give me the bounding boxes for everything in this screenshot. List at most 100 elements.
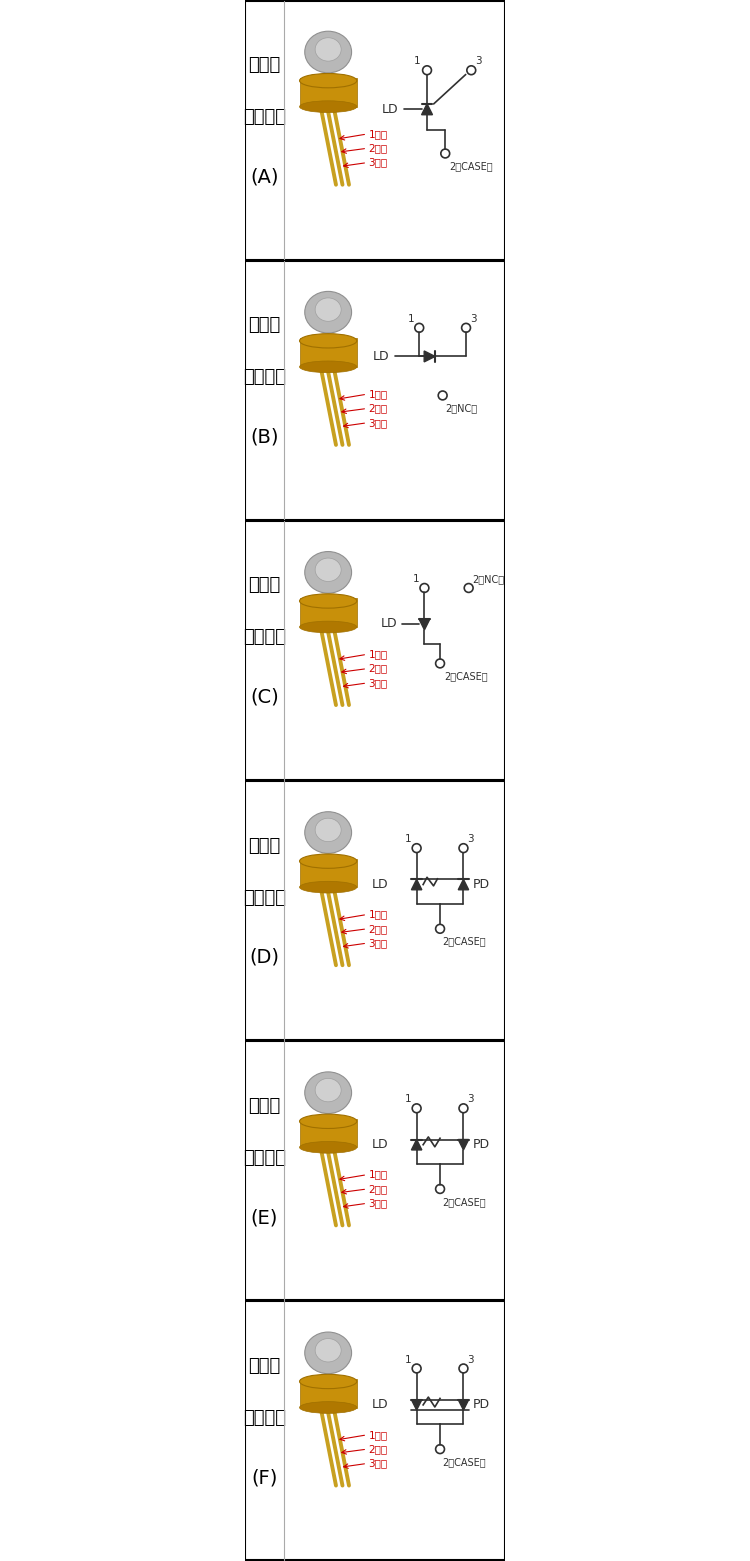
Ellipse shape xyxy=(299,1374,357,1389)
Text: 2（CASE）: 2（CASE） xyxy=(442,1197,486,1207)
Text: 1: 1 xyxy=(405,1094,412,1105)
Ellipse shape xyxy=(304,292,352,332)
Text: LD: LD xyxy=(373,350,389,362)
FancyBboxPatch shape xyxy=(245,780,505,1040)
Text: 3: 3 xyxy=(467,834,474,845)
Text: 1号脚: 1号脚 xyxy=(368,910,388,919)
Text: LD: LD xyxy=(371,1138,388,1150)
Text: 3: 3 xyxy=(467,1355,474,1364)
Text: 1号脚: 1号脚 xyxy=(368,1169,388,1180)
Text: 激光管: 激光管 xyxy=(248,1357,280,1375)
Ellipse shape xyxy=(299,621,357,632)
FancyBboxPatch shape xyxy=(299,78,357,106)
Text: (B): (B) xyxy=(251,428,279,446)
Text: 1: 1 xyxy=(405,1355,412,1364)
Text: 1: 1 xyxy=(407,314,414,323)
FancyBboxPatch shape xyxy=(245,261,505,520)
Ellipse shape xyxy=(315,298,341,322)
Text: 脚位接法: 脚位接法 xyxy=(243,629,286,646)
Text: 3号脚: 3号脚 xyxy=(368,158,388,167)
FancyBboxPatch shape xyxy=(299,598,357,628)
Ellipse shape xyxy=(304,31,352,73)
Text: 1号脚: 1号脚 xyxy=(368,649,388,659)
Text: 脚位接法: 脚位接法 xyxy=(243,888,286,907)
Text: 1号脚: 1号脚 xyxy=(368,1430,388,1439)
Text: 2（CASE）: 2（CASE） xyxy=(444,671,488,681)
Text: 激光管: 激光管 xyxy=(248,837,280,854)
FancyBboxPatch shape xyxy=(245,1302,505,1561)
Text: 激光管: 激光管 xyxy=(248,317,280,334)
Text: 3: 3 xyxy=(476,56,482,67)
Text: LD: LD xyxy=(380,617,397,629)
Text: 3号脚: 3号脚 xyxy=(368,1458,388,1469)
Text: 2（NC）: 2（NC） xyxy=(446,403,477,414)
Polygon shape xyxy=(458,1140,469,1150)
Text: 3号脚: 3号脚 xyxy=(368,1199,388,1208)
Text: 1号脚: 1号脚 xyxy=(368,389,388,400)
Polygon shape xyxy=(458,879,469,890)
Text: 2号脚: 2号脚 xyxy=(368,1444,388,1455)
Text: (F): (F) xyxy=(251,1469,278,1488)
FancyBboxPatch shape xyxy=(299,859,357,887)
Ellipse shape xyxy=(304,551,352,593)
Polygon shape xyxy=(412,1400,422,1410)
Ellipse shape xyxy=(299,854,357,868)
Ellipse shape xyxy=(299,361,357,373)
Text: 1号脚: 1号脚 xyxy=(368,130,388,139)
Text: (E): (E) xyxy=(251,1208,278,1227)
Text: 2号脚: 2号脚 xyxy=(368,924,388,933)
Text: PD: PD xyxy=(472,1399,490,1411)
Text: 3号脚: 3号脚 xyxy=(368,677,388,688)
Ellipse shape xyxy=(304,1332,352,1374)
FancyBboxPatch shape xyxy=(299,1378,357,1408)
Text: 2号脚: 2号脚 xyxy=(368,403,388,414)
Polygon shape xyxy=(412,1140,422,1150)
Text: 2（CASE）: 2（CASE） xyxy=(442,1456,486,1467)
Ellipse shape xyxy=(299,1141,357,1154)
Text: 激光管: 激光管 xyxy=(248,1097,280,1115)
Ellipse shape xyxy=(299,1402,357,1413)
FancyBboxPatch shape xyxy=(245,0,505,259)
Text: 2号脚: 2号脚 xyxy=(368,144,388,153)
Text: PD: PD xyxy=(472,879,490,891)
Text: 1: 1 xyxy=(413,574,419,584)
Ellipse shape xyxy=(299,73,357,87)
Text: 2号脚: 2号脚 xyxy=(368,1183,388,1194)
FancyBboxPatch shape xyxy=(299,1119,357,1147)
Polygon shape xyxy=(422,103,433,114)
Text: (C): (C) xyxy=(250,688,279,707)
Ellipse shape xyxy=(299,593,357,609)
Text: (A): (A) xyxy=(251,167,279,186)
Polygon shape xyxy=(412,879,422,890)
Ellipse shape xyxy=(299,882,357,893)
Polygon shape xyxy=(419,618,430,629)
Ellipse shape xyxy=(315,1338,341,1361)
Text: 3号脚: 3号脚 xyxy=(368,938,388,948)
Text: 脚位接法: 脚位接法 xyxy=(243,108,286,126)
Text: 3号脚: 3号脚 xyxy=(368,418,388,428)
Ellipse shape xyxy=(304,1072,352,1113)
Text: LD: LD xyxy=(382,103,398,116)
Text: 激光管: 激光管 xyxy=(248,576,280,595)
Text: 2（CASE）: 2（CASE） xyxy=(449,161,493,172)
Text: 1: 1 xyxy=(405,834,412,845)
Text: LD: LD xyxy=(371,879,388,891)
Text: LD: LD xyxy=(371,1399,388,1411)
Ellipse shape xyxy=(315,557,341,581)
Ellipse shape xyxy=(299,101,357,112)
Ellipse shape xyxy=(299,1115,357,1129)
Text: (D): (D) xyxy=(250,948,280,966)
Ellipse shape xyxy=(299,334,357,348)
Text: 脚位接法: 脚位接法 xyxy=(243,1410,286,1427)
Ellipse shape xyxy=(315,1079,341,1102)
Ellipse shape xyxy=(315,818,341,841)
Text: 1: 1 xyxy=(414,56,421,67)
FancyBboxPatch shape xyxy=(299,339,357,367)
Text: 2（NC）: 2（NC） xyxy=(472,574,505,584)
FancyBboxPatch shape xyxy=(245,521,505,780)
FancyBboxPatch shape xyxy=(245,1041,505,1300)
Text: 3: 3 xyxy=(467,1094,474,1105)
Text: 脚位接法: 脚位接法 xyxy=(243,1149,286,1166)
Text: 脚位接法: 脚位接法 xyxy=(243,368,286,386)
Ellipse shape xyxy=(315,37,341,61)
